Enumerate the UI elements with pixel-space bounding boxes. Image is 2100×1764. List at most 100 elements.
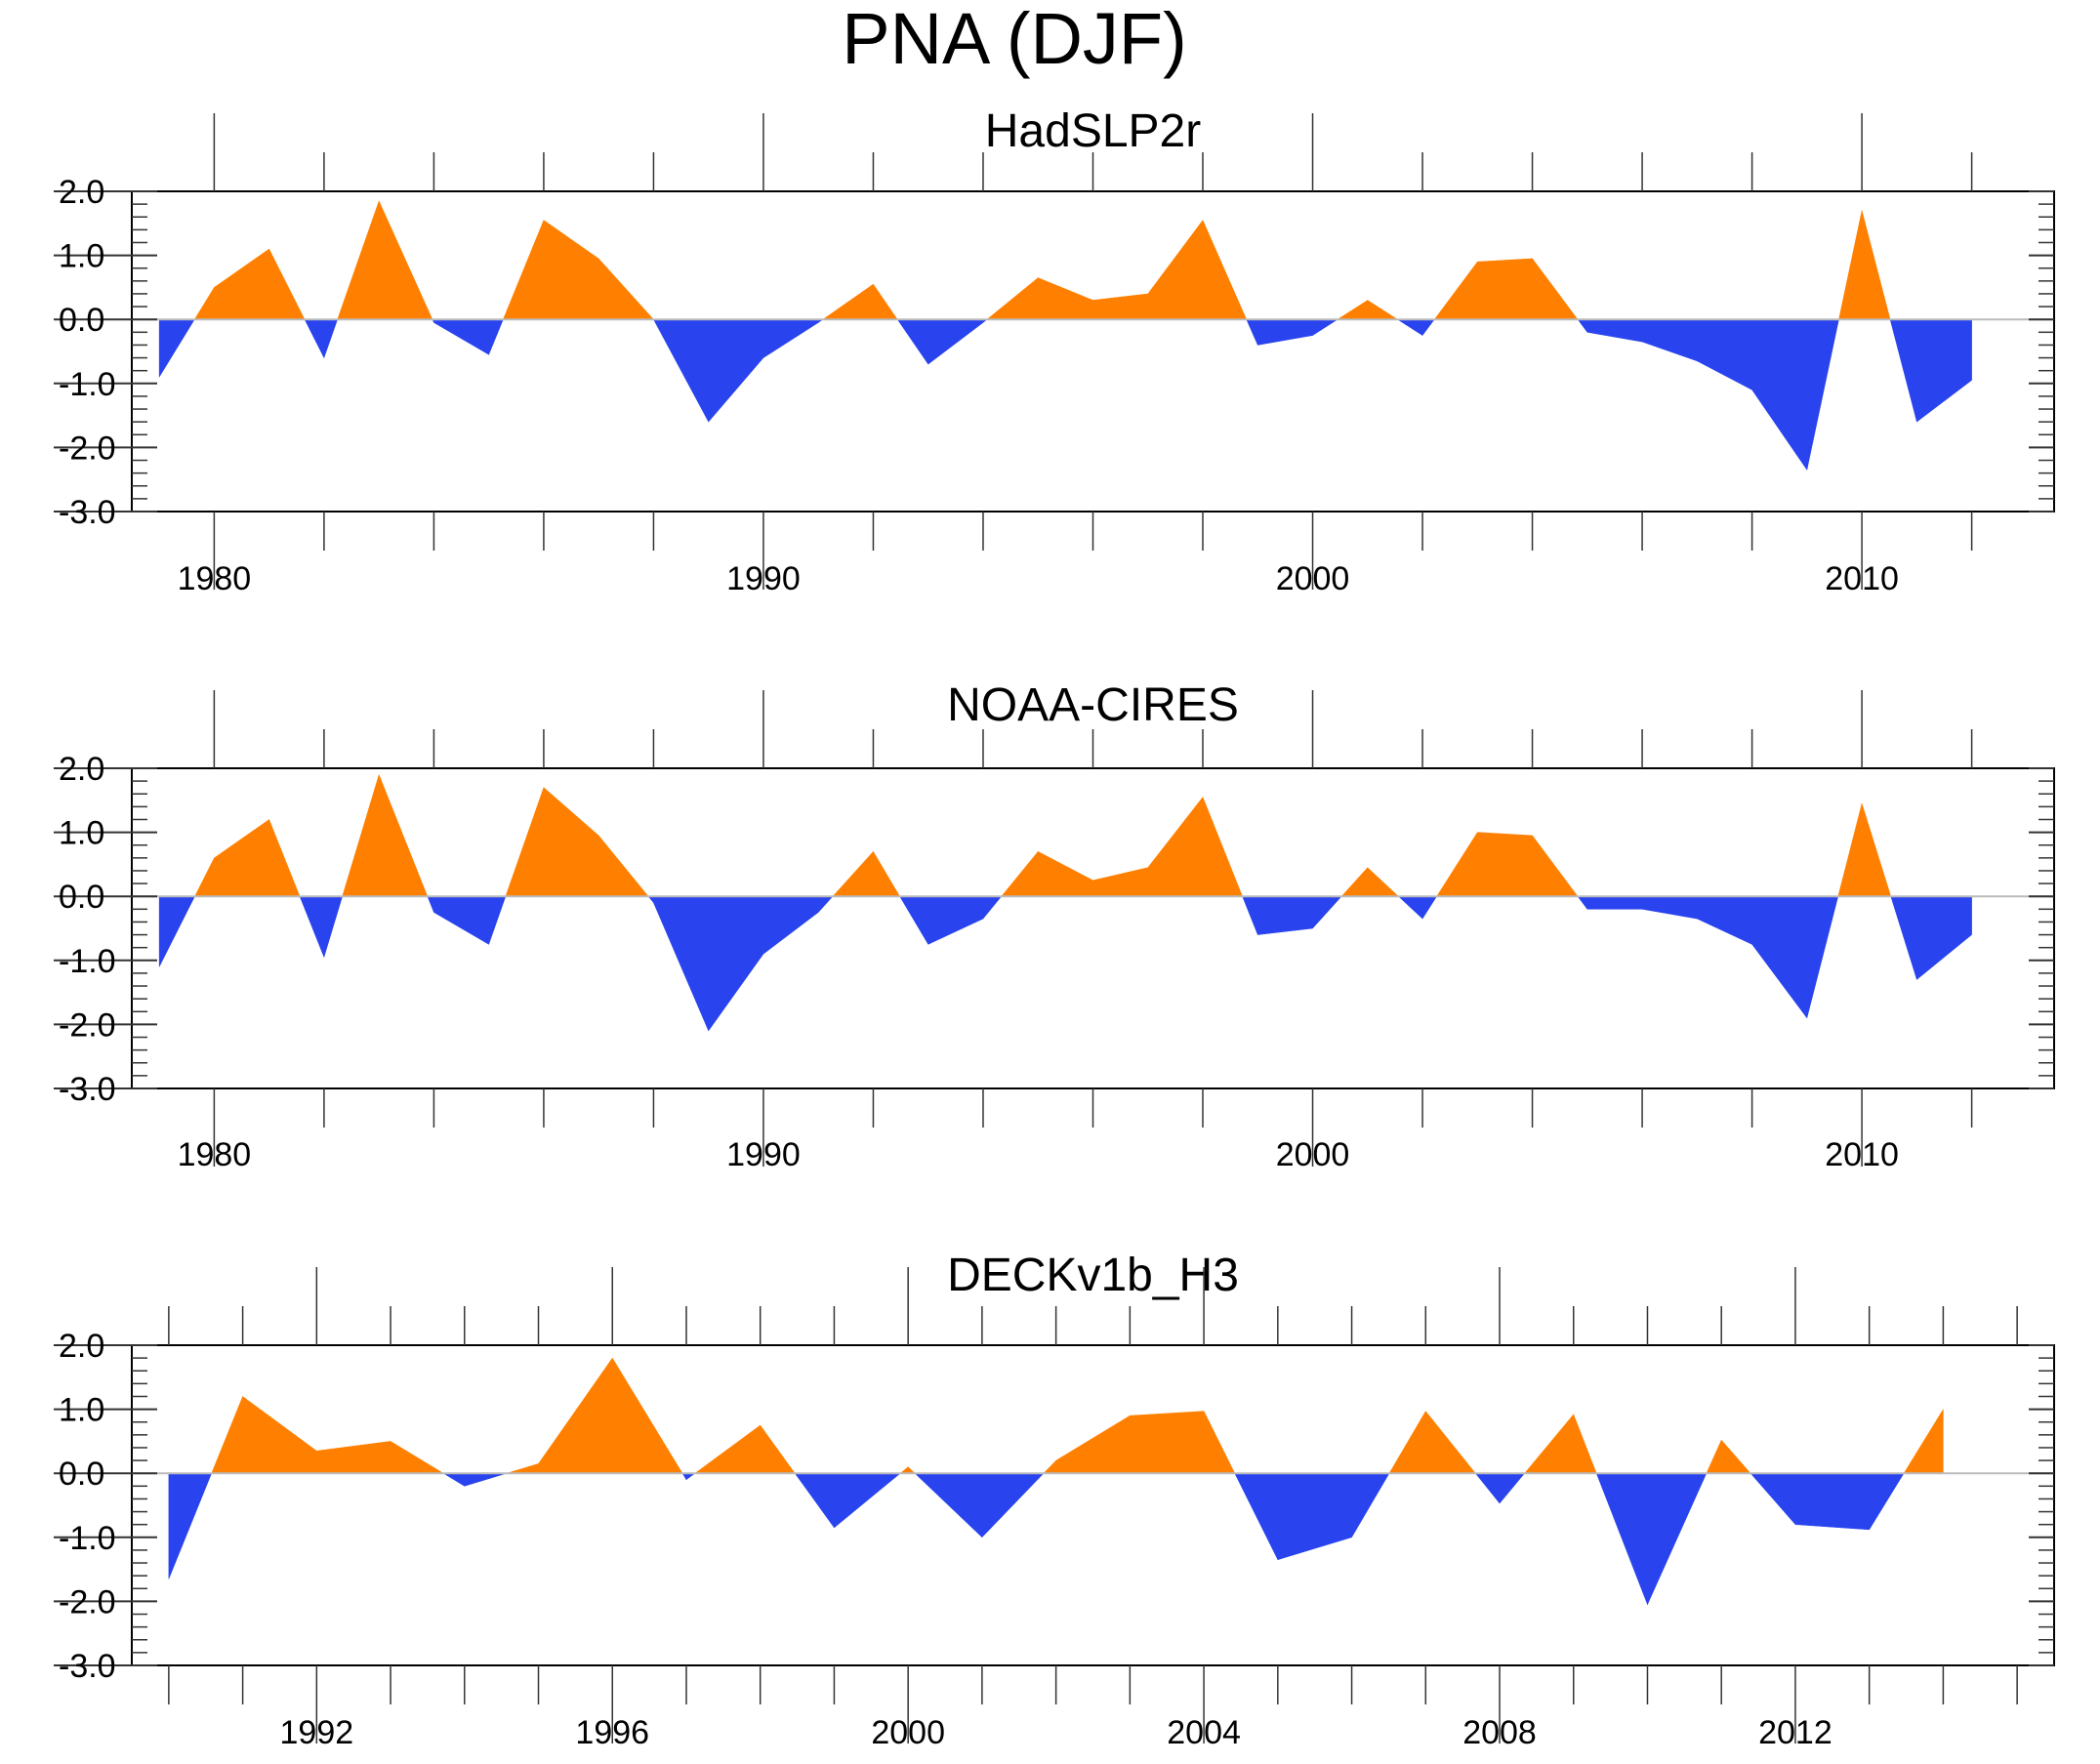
positive-area [1861, 210, 1891, 320]
negative-area [653, 318, 709, 423]
panel-title: NOAA-CIRES [947, 679, 1239, 731]
y-tick-label: 1.0 [59, 238, 104, 275]
positive-area [342, 774, 380, 897]
positive-area [1861, 803, 1892, 897]
negative-area [1869, 1472, 1905, 1531]
positive-area [1337, 300, 1369, 320]
negative-area [1397, 895, 1423, 920]
y-tick-label: 1.0 [59, 1392, 104, 1429]
negative-area [1312, 318, 1338, 337]
negative-area [762, 318, 819, 359]
positive-area [1706, 1439, 1722, 1474]
x-tick-label: 1996 [575, 1714, 649, 1751]
negative-area [1351, 1472, 1390, 1538]
positive-area [1092, 867, 1149, 897]
x-tick-label: 2000 [1276, 1136, 1350, 1173]
x-tick-label: 2004 [1167, 1714, 1241, 1751]
x-tick-label: 2010 [1825, 1136, 1899, 1173]
negative-area [1916, 895, 1972, 981]
positive-area [1532, 835, 1579, 897]
x-tick-label: 1980 [178, 560, 252, 597]
positive-area [1524, 1414, 1574, 1474]
positive-area [1573, 1414, 1597, 1474]
y-tick-label: 2.0 [59, 174, 104, 211]
positive-area [1388, 1410, 1426, 1474]
positive-area [597, 835, 649, 897]
positive-area [194, 857, 215, 897]
positive-area [1837, 803, 1863, 897]
negative-area [1641, 895, 1698, 920]
negative-area [1647, 1472, 1708, 1605]
positive-area [1001, 850, 1039, 897]
negative-area [488, 318, 504, 355]
y-tick-label: -2.0 [59, 1006, 116, 1044]
positive-area [1203, 1411, 1236, 1474]
negative-area [708, 895, 764, 1032]
positive-area [1720, 1439, 1751, 1474]
negative-area [433, 895, 489, 945]
negative-area [927, 318, 984, 365]
negative-area [1421, 318, 1435, 337]
negative-area [1806, 895, 1839, 1018]
positive-area [214, 248, 269, 320]
negative-area [1794, 1472, 1870, 1531]
y-tick-label: -2.0 [59, 1583, 116, 1620]
x-tick-label: 1990 [726, 560, 801, 597]
positive-area [316, 1441, 391, 1474]
y-tick-label: 2.0 [59, 1328, 104, 1365]
negative-area [834, 1472, 901, 1529]
negative-area [1257, 318, 1313, 346]
panel-title: HadSLP2r [985, 105, 1201, 157]
negative-area [1750, 1472, 1796, 1526]
x-tick-label: 2010 [1825, 560, 1899, 597]
positive-area [390, 1440, 445, 1474]
positive-area [1037, 277, 1093, 320]
x-tick-label: 2012 [1758, 1714, 1832, 1751]
positive-area [832, 850, 874, 897]
positive-area [543, 220, 599, 320]
negative-area [653, 895, 709, 1032]
negative-area [1751, 895, 1808, 1019]
negative-area [427, 895, 434, 913]
positive-area [986, 277, 1039, 320]
positive-area [1433, 261, 1478, 320]
negative-area [981, 1472, 1045, 1538]
positive-area [873, 283, 898, 320]
positive-area [1425, 1410, 1476, 1474]
negative-area [168, 1472, 213, 1579]
negative-area [304, 318, 325, 358]
positive-area [503, 220, 545, 320]
positive-area [543, 787, 599, 897]
positive-area [760, 1424, 796, 1474]
negative-area [1242, 895, 1258, 935]
positive-area [1903, 1408, 1944, 1474]
negative-area [982, 895, 1003, 920]
x-tick-label: 1980 [178, 1136, 252, 1173]
negative-area [1916, 318, 1972, 423]
negative-area [817, 895, 834, 914]
y-tick-label: 0.0 [59, 302, 104, 339]
positive-area [1532, 258, 1579, 320]
y-tick-label: -1.0 [59, 1520, 116, 1557]
positive-area [1130, 1411, 1205, 1474]
negative-area [1246, 318, 1258, 346]
positive-area [1055, 1415, 1131, 1474]
negative-area [1421, 895, 1438, 921]
positive-area [538, 1357, 613, 1474]
positive-area [1147, 796, 1204, 897]
y-tick-label: 0.0 [59, 1456, 104, 1493]
main-title: PNA (DJF) [842, 0, 1187, 79]
negative-area [323, 318, 339, 358]
panel-1: HadSLP2r 2.0 1.0 0.0 -1.0 -2.0 -3.0 1980 1990 200… [54, 105, 2055, 597]
negative-area [323, 895, 343, 958]
y-tick-label: -1.0 [59, 366, 116, 403]
negative-area [1890, 895, 1917, 980]
negative-area [1234, 1472, 1279, 1560]
x-tick-label: 2000 [871, 1714, 945, 1751]
y-tick-label: 1.0 [59, 815, 104, 852]
positive-area [1037, 850, 1093, 897]
positive-area [193, 286, 215, 320]
positive-area [822, 283, 874, 320]
negative-area [1586, 318, 1643, 343]
y-tick-label: -1.0 [59, 943, 116, 980]
